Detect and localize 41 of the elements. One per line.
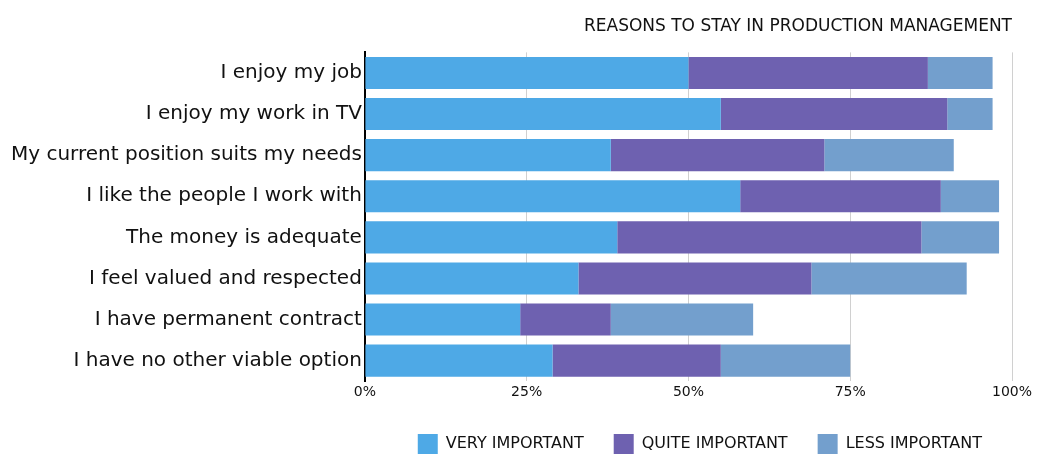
y-tick-label: The money is adequate	[125, 223, 362, 248]
bar	[720, 344, 851, 377]
bar	[365, 262, 579, 295]
bar	[365, 180, 741, 213]
x-tick-label: 50%	[672, 383, 704, 400]
bar	[940, 180, 1000, 213]
x-tick-label: 75%	[834, 383, 866, 400]
bar	[365, 221, 618, 254]
bar	[578, 262, 812, 295]
bar	[365, 303, 521, 336]
y-tick-label: I enjoy my job	[220, 59, 362, 84]
bar	[520, 303, 611, 336]
bar	[610, 303, 754, 336]
bar	[610, 139, 825, 172]
bar	[740, 180, 941, 213]
y-tick-label: I feel valued and respected	[89, 264, 362, 289]
x-tick-label: 100%	[991, 383, 1033, 400]
bar	[688, 56, 928, 89]
bar	[947, 98, 993, 131]
x-tick-label: 25%	[511, 383, 543, 400]
legend-label: VERY IMPORTANT	[445, 433, 584, 453]
bar	[365, 98, 721, 131]
bar	[617, 221, 922, 254]
bar	[365, 56, 689, 89]
bar	[365, 139, 611, 172]
y-tick-label: I like the people I work with	[86, 182, 362, 207]
bar	[720, 98, 948, 131]
legend-label: LESS IMPORTANT	[845, 433, 983, 453]
y-tick-label: My current position suits my needs	[10, 141, 362, 166]
bar	[552, 344, 721, 377]
bar	[927, 56, 993, 89]
bar	[921, 221, 1000, 254]
y-tick-label: I enjoy my work in TV	[145, 100, 363, 125]
bar	[811, 262, 967, 295]
bar	[365, 344, 553, 377]
x-tick-label: 0%	[353, 383, 376, 400]
y-tick-label: I have no other viable option	[73, 346, 362, 371]
bar	[824, 139, 954, 172]
chart-title: REASONS TO STAY IN PRODUCTION MANAGEMENT	[583, 14, 1013, 35]
y-tick-label: I have permanent contract	[94, 305, 363, 330]
legend-label: QUITE IMPORTANT	[641, 433, 788, 453]
